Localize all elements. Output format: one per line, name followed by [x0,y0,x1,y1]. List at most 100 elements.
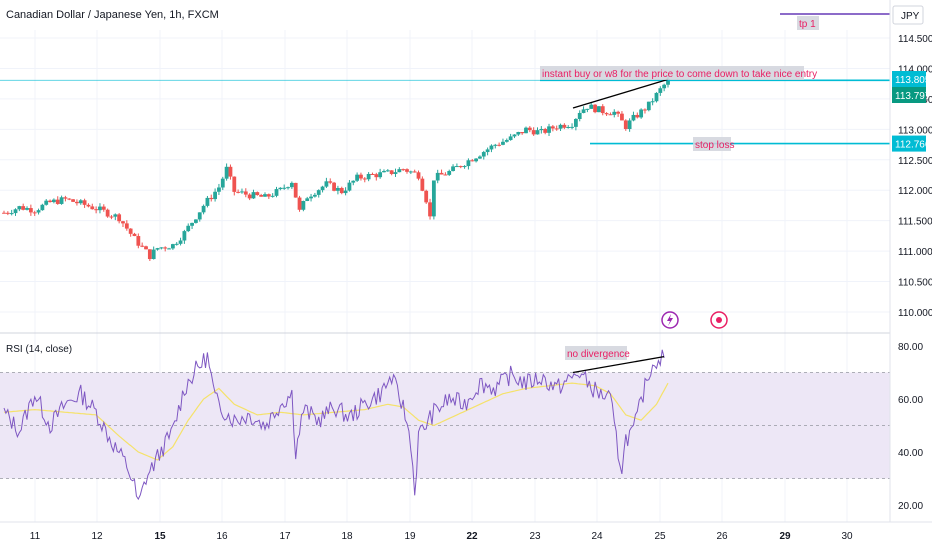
candle-body [75,201,79,204]
time-tick-label: 30 [841,531,853,542]
time-tick-label: 22 [466,531,478,542]
candle-body [382,170,386,173]
rsi-ma-line [3,382,669,461]
candle-body [336,187,340,191]
rsi-note[interactable]: no divergence [567,349,630,360]
currency-label: JPY [901,11,920,22]
candle-body [309,196,313,199]
price-tick-label: 113.000 [898,125,932,136]
candle-body [431,180,436,217]
price-axis[interactable]: 110.000 110.500 111.000 111.500 112.000 112.5… [892,34,932,319]
candle-body [251,192,256,199]
candle-body [627,120,632,129]
time-tick-label: 29 [779,531,791,542]
candle-body [55,199,60,204]
candle-body [451,166,455,172]
trend-line[interactable] [572,78,669,109]
candle-body [236,191,241,193]
candle-body [90,206,95,210]
candle-body [355,174,360,181]
candle-body [497,144,502,146]
time-axis[interactable]: 11 12 15 16 17 18 19 22 23 24 25 26 29 30 [30,531,853,542]
candle-body [535,130,540,135]
candle-body [385,170,390,172]
candle-body [470,160,475,162]
candle-body [585,108,590,110]
price-tick-label: 114.000 [898,64,932,75]
candle-body [255,192,260,196]
rsi-line [3,349,665,501]
price-tick-label: 111.500 [898,217,932,228]
price-tag-label: 113.797 [895,91,931,102]
candle-body [263,194,267,197]
candle-body [174,243,179,245]
candle-body [247,194,252,199]
candle-body [170,244,175,249]
candle-body [82,200,87,205]
candle-body [547,126,551,133]
candle-body [220,178,225,188]
currency-button[interactable]: JPY [892,5,924,25]
rsi-tick-label: 60.00 [898,395,923,406]
candle-body [289,182,294,188]
candle-body [259,195,264,197]
candle-body [343,190,348,194]
candle-body [493,144,498,146]
price-tick-label: 110.500 [898,278,932,289]
candle-body [646,101,651,111]
candle-body [666,78,670,85]
stop-loss-note[interactable]: stop loss [695,140,734,151]
price-tag [892,135,926,152]
candle-body [117,214,122,222]
candle-body [608,114,613,116]
candle-body [121,221,125,224]
rsi-tick-label: 80.00 [898,342,923,353]
candle-body [662,84,667,89]
candle-body [405,169,409,172]
rsi-note-bg [565,346,627,360]
candle-body [570,126,574,128]
rsi-axis[interactable]: 20.00 40.00 60.00 80.00 [898,342,923,512]
record-icon[interactable] [710,311,728,329]
candle-body [370,173,375,175]
candle-body [40,204,45,211]
candle-body [600,106,605,114]
candle-body [654,92,659,102]
stop-loss-note-bg [693,137,731,151]
time-tick-label: 26 [716,531,728,542]
entry-note[interactable]: instant buy or w8 for the price to come … [542,69,817,80]
candle-body [48,200,52,203]
candle-body [293,182,298,198]
candle-body [589,104,594,109]
candle-body [224,166,229,179]
lightning-icon[interactable] [661,311,679,329]
candle-body [501,141,505,145]
time-tick-label: 19 [404,531,416,542]
candle-body [554,128,559,130]
candle-body [243,191,248,195]
candle-body [550,126,555,129]
candle-body [566,126,571,128]
rsi-trend-line[interactable] [572,355,665,374]
price-tag-label: 113.805 [895,75,931,86]
candle-body [524,127,528,134]
candle-body [474,158,478,162]
time-tick-label: 12 [91,531,103,542]
candle-body [420,178,425,191]
candle-body [643,109,647,111]
candle-body [489,145,494,150]
candle-body [140,245,145,247]
candle-body [109,216,114,218]
entry-note-bg [540,66,804,80]
candle-body [94,209,99,211]
candle-body [228,166,233,177]
tp-note[interactable]: tp 1 [799,19,816,30]
candle-body [512,134,517,137]
candle-body [397,169,402,173]
rsi-tick-label: 40.00 [898,448,923,459]
candle-body [393,172,398,174]
candle-body [339,187,344,194]
candle-body [328,181,333,183]
rsi-title: RSI (14, close) [6,344,72,355]
candle-body [167,248,171,250]
